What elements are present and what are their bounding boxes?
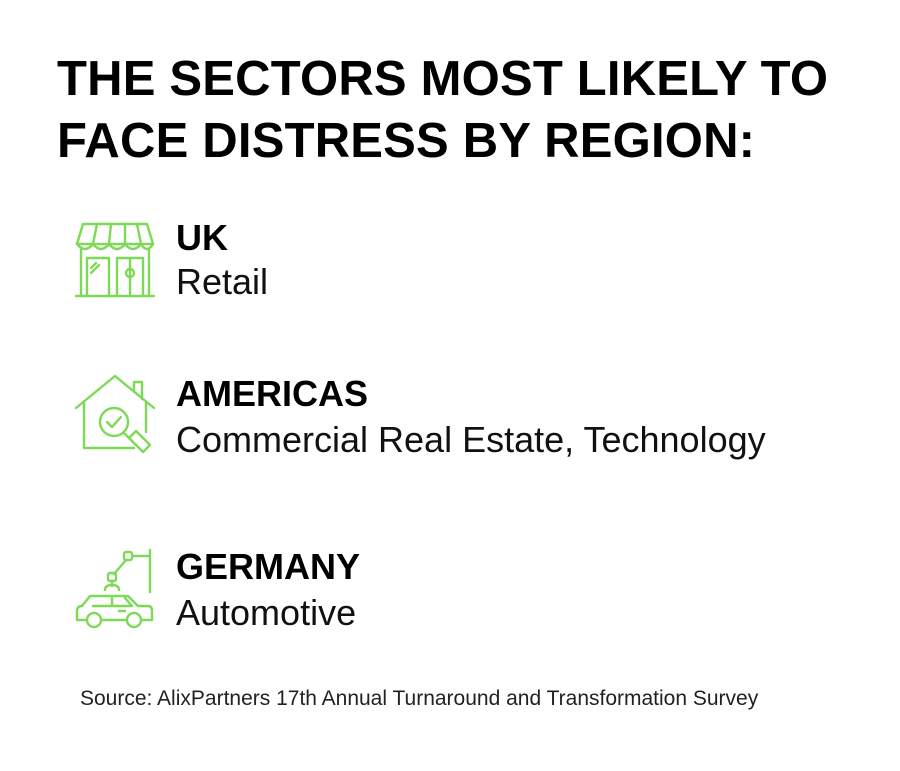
storefront-icon: [74, 220, 156, 302]
region-sector-germany: Automotive: [176, 592, 357, 633]
page-title: THE SECTORS MOST LIKELY TO FACE DISTRESS…: [57, 48, 877, 172]
region-name-uk: UK: [176, 217, 228, 258]
region-name-americas: AMERICAS: [176, 373, 369, 414]
region-sector-americas: Commercial Real Estate, Technology: [176, 419, 766, 460]
source-note: Source: AlixPartners 17th Annual Turnaro…: [80, 687, 759, 710]
car-robot-arm-icon: [74, 548, 156, 630]
title-line-2: FACE DISTRESS BY REGION:: [57, 114, 756, 168]
title-line-1: THE SECTORS MOST LIKELY TO: [57, 52, 829, 106]
house-magnifier-icon: [74, 372, 156, 454]
region-name-germany: GERMANY: [176, 546, 361, 587]
region-sector-uk: Retail: [176, 261, 269, 302]
